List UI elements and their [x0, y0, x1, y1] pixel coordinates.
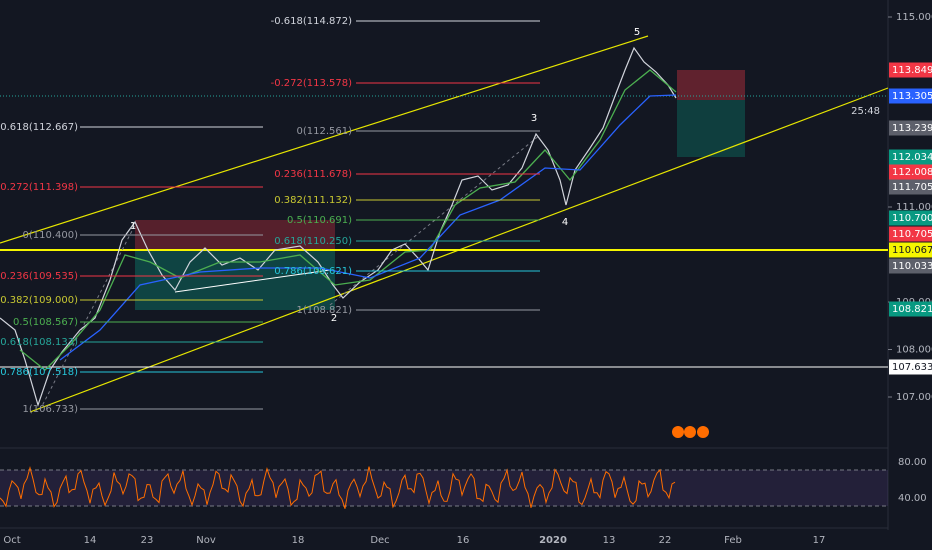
price-tag-label: 111.705 [892, 182, 932, 193]
channel-upper [0, 35, 649, 244]
fib-label: -0.618(114.872) [271, 16, 352, 27]
price-tag [889, 179, 932, 195]
rsi-line [0, 466, 676, 509]
time-label: 13 [603, 535, 616, 546]
trend-line [174, 269, 331, 293]
time-label: 23 [141, 535, 154, 546]
price-tick-label: 107.000 [896, 392, 932, 403]
fib-label: 0(112.561) [296, 126, 352, 137]
price-path [0, 46, 677, 407]
fib-trend [39, 224, 136, 411]
fib-label: -0.618(112.667) [0, 122, 78, 133]
price-tag [889, 242, 932, 258]
moving-average [59, 94, 677, 361]
time-label: 16 [457, 535, 470, 546]
price-tag [889, 62, 932, 78]
price-tag-label: 110.067 [892, 245, 932, 256]
price-tag-label: 110.705 [892, 229, 932, 240]
fib-label: 0.382(111.132) [274, 195, 352, 206]
price-tag-label: 113.305 [892, 91, 932, 102]
price-tag [889, 210, 932, 226]
rsi-tick-label: 40.00 [898, 493, 927, 504]
fib-label: -0.272(113.578) [271, 78, 352, 89]
event-icon[interactable] [697, 426, 709, 438]
loss-zone [677, 70, 745, 100]
time-label: Nov [196, 535, 216, 546]
price-tag-label: 110.033 [892, 261, 932, 272]
price-tick-label: 115.000 [896, 12, 932, 23]
wave-label: 3 [531, 113, 537, 124]
fib-label: 0.236(111.678) [274, 169, 352, 180]
price-tag [889, 164, 932, 180]
price-tag [889, 301, 932, 317]
wave-label: 5 [634, 27, 640, 38]
fib-label: 0(110.400) [22, 230, 78, 241]
price-tag-label: 112.008 [892, 167, 932, 178]
moving-average [19, 69, 677, 371]
time-label: 17 [813, 535, 826, 546]
fib-label: 0.618(110.250) [274, 236, 352, 247]
wave-label: 4 [562, 217, 568, 228]
fib-label: 0.786(109.621) [274, 266, 352, 277]
fib-label: 1(106.733) [22, 404, 78, 415]
rsi-band [0, 470, 888, 506]
fib-label: 0.382(109.000) [0, 295, 78, 306]
time-label: Oct [3, 535, 20, 546]
time-label: Dec [370, 535, 389, 546]
profit-zone [677, 100, 745, 157]
price-tag-label: 113.849 [892, 65, 932, 76]
wave-label: 2 [331, 313, 337, 324]
price-tag-label: 112.034 [892, 152, 932, 163]
event-icon[interactable] [672, 426, 684, 438]
price-tag [889, 149, 932, 165]
price-tick-label: 111.000 [896, 202, 932, 213]
fib-label: 0.618(108.133) [0, 337, 78, 348]
price-tag [889, 226, 932, 242]
price-tag [889, 258, 932, 274]
fib-label: 0.5(110.691) [287, 215, 352, 226]
countdown: 25:48 [851, 106, 880, 117]
fib-label: 0.236(109.535) [0, 271, 78, 282]
time-label: Feb [724, 535, 742, 546]
price-tag [889, 359, 932, 375]
fib-label: 0.786(107.518) [0, 367, 78, 378]
time-label: 18 [292, 535, 305, 546]
wave-label: 1 [130, 221, 136, 232]
price-tag-label: 107.633 [892, 362, 932, 373]
fib-label: -0.272(111.398) [0, 182, 78, 193]
price-tag-label: 110.700 [892, 213, 932, 224]
price-tick-label: 108.000 [896, 345, 932, 356]
price-tag [889, 120, 932, 136]
time-label: 14 [84, 535, 97, 546]
fib-label: 1(108.821) [296, 305, 352, 316]
fib-label: 0.5(108.567) [13, 317, 78, 328]
price-tag-label: 108.821 [892, 304, 932, 315]
price-tag [889, 88, 932, 104]
rsi-tick-label: 80.00 [898, 457, 927, 468]
price-tag-label: 113.239 [892, 123, 932, 134]
time-label: 2020 [539, 535, 567, 546]
event-icon[interactable] [684, 426, 696, 438]
time-label: 22 [659, 535, 672, 546]
